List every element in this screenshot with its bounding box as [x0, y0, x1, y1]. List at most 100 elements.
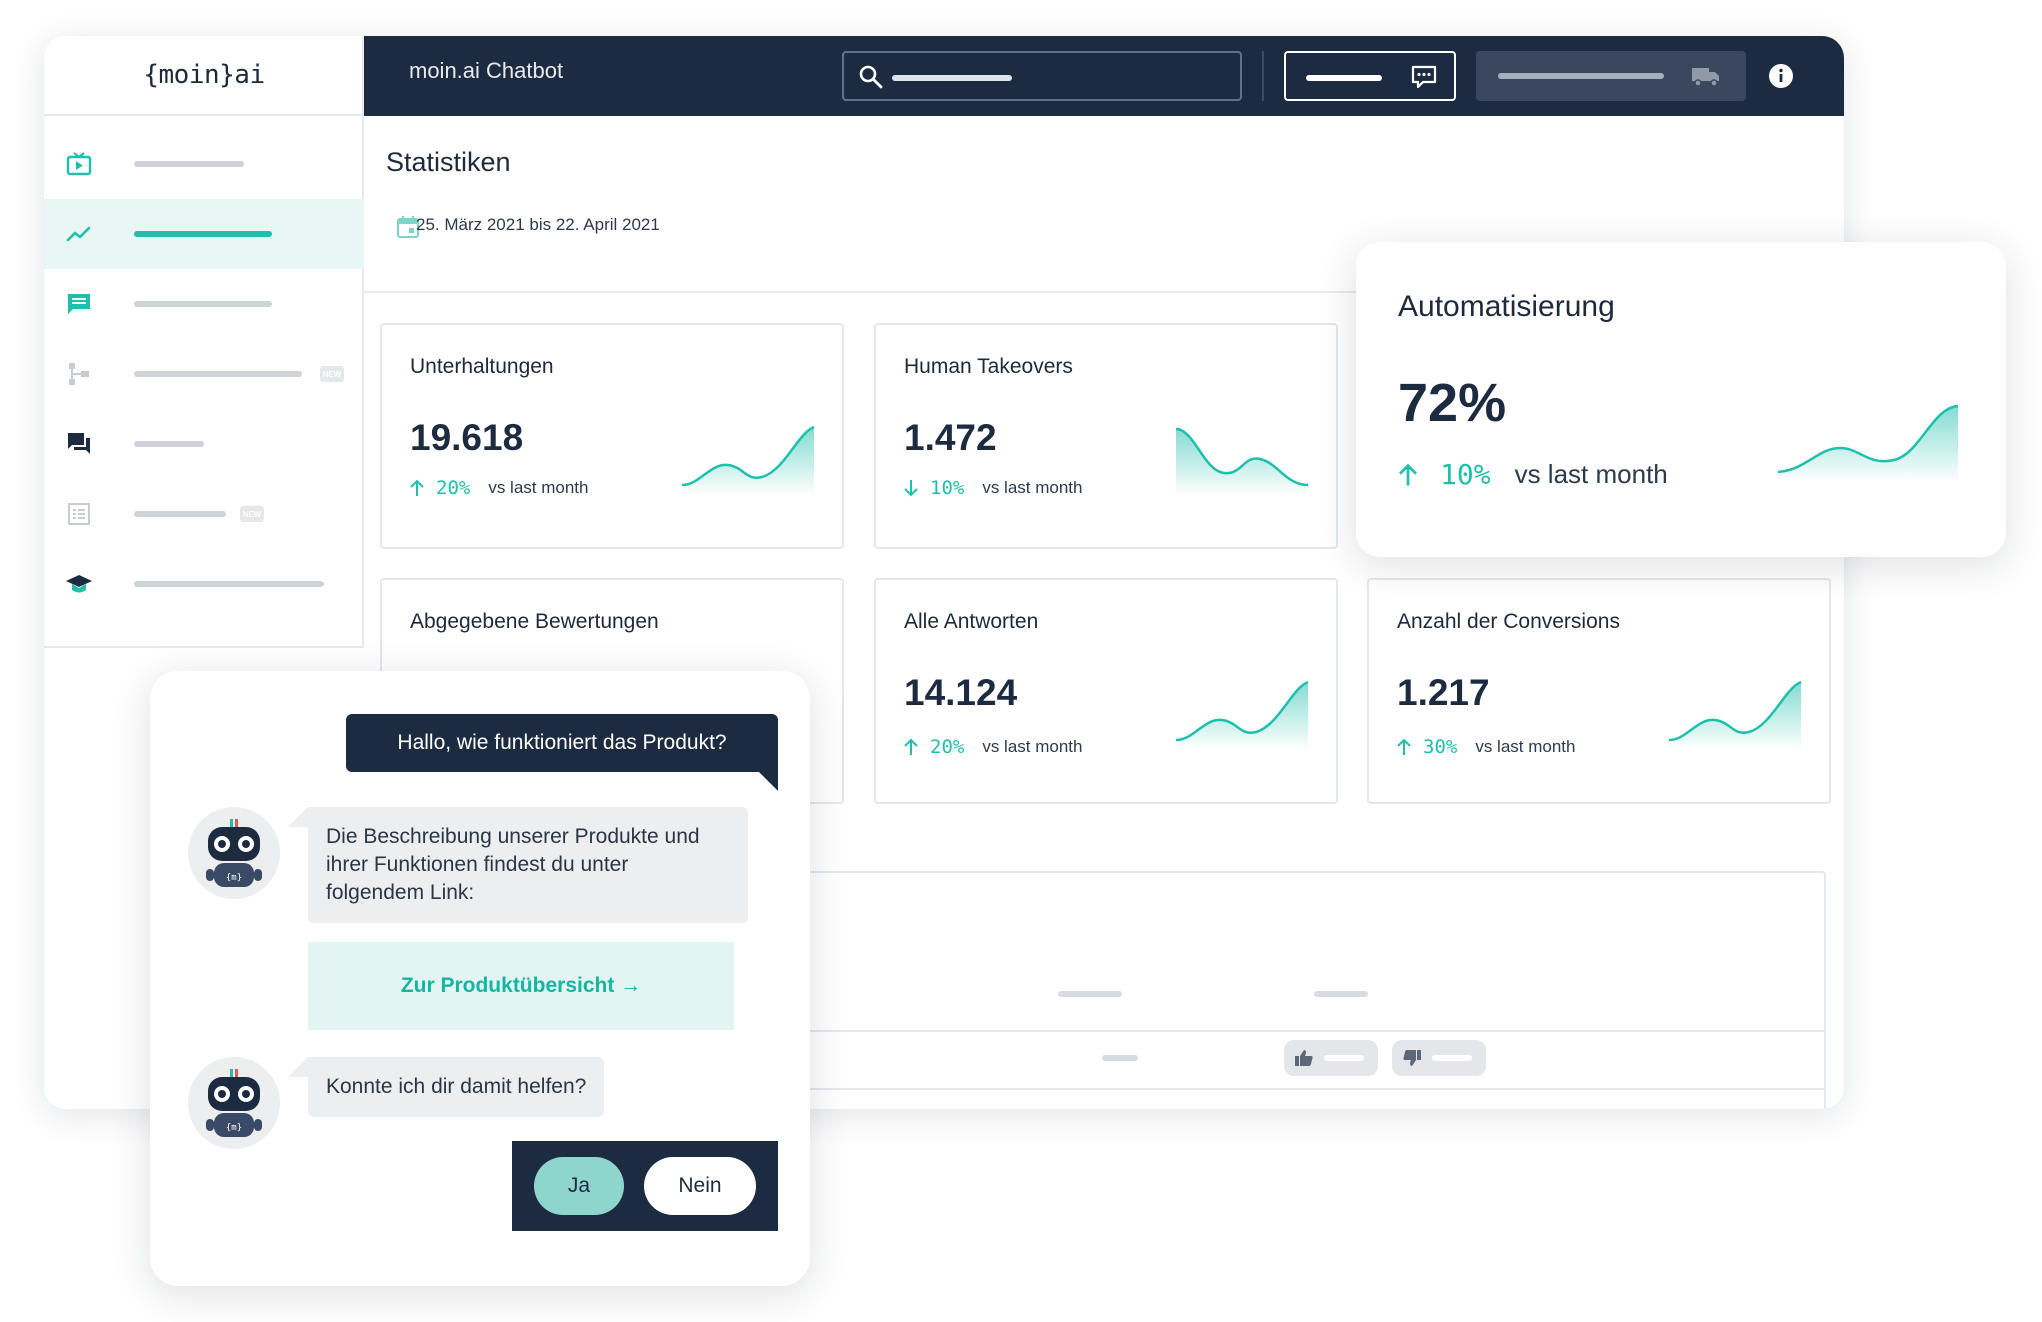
product-overview-link[interactable]: Zur Produktübersicht →: [308, 942, 734, 1030]
sidebar-item-label: [134, 441, 204, 447]
sidebar-item-statistics[interactable]: [44, 199, 364, 269]
arrow-up-icon: [410, 479, 424, 496]
sparkline-chart: [681, 425, 815, 495]
delta-percent: 10%: [1440, 458, 1491, 491]
card-delta: 30% vs last month: [1397, 736, 1575, 758]
card-title: Human Takeovers: [904, 355, 1073, 378]
robot-icon: {m}: [206, 819, 262, 887]
form-list-icon: [64, 499, 94, 529]
delta-percent: 20%: [436, 477, 471, 499]
sidebar-item-label: [134, 511, 226, 517]
column-header: [1314, 991, 1368, 997]
bot-message: Konnte ich dir damit helfen?: [308, 1057, 605, 1117]
tv-play-icon: [64, 149, 94, 179]
sparkline-chart: [1668, 680, 1802, 750]
logo-area[interactable]: {moin}ai: [44, 36, 364, 116]
trend-line-icon: [64, 219, 94, 249]
sparkline-chart: [1777, 404, 1959, 482]
arrow-up-icon: [904, 738, 918, 755]
robot-icon: {m}: [206, 1069, 262, 1137]
sidebar-item-label: [134, 231, 272, 237]
statistics-page: Statistiken 25. März 2021 bis 22. April …: [364, 116, 1844, 1109]
message-icon: [64, 289, 94, 319]
delivery-button[interactable]: [1476, 51, 1746, 101]
delivery-button-label: [1498, 73, 1664, 79]
sidebar-item-forms[interactable]: NEW: [44, 479, 364, 549]
automation-delta: 10% vs last month: [1398, 458, 1668, 491]
header-divider: [1262, 51, 1264, 101]
arrow-up-icon: [1399, 463, 1417, 486]
sidebar-item-flows[interactable]: NEW: [44, 339, 364, 409]
automation-title: Automatisierung: [1398, 290, 1615, 323]
thumbs-up-button[interactable]: [1284, 1040, 1378, 1076]
chat-button[interactable]: [1284, 51, 1456, 101]
new-badge: NEW: [320, 366, 344, 382]
quick-reply-panel: Ja Nein: [512, 1141, 778, 1231]
column-header: [1058, 991, 1122, 997]
avatar-label: {m}: [226, 873, 242, 883]
thumbs-down-button[interactable]: [1392, 1040, 1486, 1076]
bot-message: Die Beschreibung unserer Produkte und ih…: [308, 807, 748, 923]
sidebar-item-label: [134, 301, 272, 307]
bot-avatar: {m}: [188, 1057, 280, 1149]
stat-card-human-takeovers[interactable]: Human Takeovers 1.472 10% vs last month: [874, 323, 1338, 549]
sidebar-item-conversations[interactable]: [44, 409, 364, 479]
delta-label: vs last month: [1475, 737, 1576, 756]
sparkline-chart: [1175, 427, 1309, 495]
sidebar-item-label: [134, 371, 302, 377]
delta-percent: 10%: [930, 477, 965, 499]
card-delta: 10% vs last month: [904, 477, 1082, 499]
delta-percent: 20%: [930, 736, 965, 758]
search-placeholder: [892, 75, 1012, 81]
user-message: Hallo, wie funktioniert das Produkt?: [346, 714, 778, 772]
stat-card-conversations[interactable]: Unterhaltungen 19.618 20% vs last month: [380, 323, 844, 549]
ratings-table: [376, 871, 1826, 1109]
chat-button-label: [1306, 75, 1382, 81]
sidebar-item-video[interactable]: [44, 129, 364, 199]
stat-card-conversions[interactable]: Anzahl der Conversions 1.217 30% vs last…: [1367, 578, 1831, 804]
delta-label: vs last month: [488, 478, 589, 497]
yes-button[interactable]: Ja: [534, 1157, 624, 1215]
card-delta: 20% vs last month: [904, 736, 1082, 758]
bot-message-tail: [288, 807, 308, 827]
date-range[interactable]: 25. März 2021 bis 22. April 2021: [416, 215, 660, 234]
no-button[interactable]: Nein: [644, 1157, 756, 1215]
info-icon[interactable]: [1768, 63, 1794, 94]
content-divider: [364, 291, 1844, 293]
new-badge: NEW: [240, 506, 264, 522]
card-value: 19.618: [410, 417, 524, 458]
graduation-cap-icon: [64, 569, 94, 599]
card-title: Unterhaltungen: [410, 355, 554, 378]
app-title: moin.ai Chatbot: [409, 58, 564, 83]
row-divider: [378, 1088, 1824, 1090]
card-title: Abgegebene Bewertungen: [410, 610, 659, 633]
sidebar-panel: {moin}ai: [44, 36, 364, 648]
card-value: 14.124: [904, 672, 1018, 713]
sidebar-item-messages[interactable]: [44, 269, 364, 339]
bot-message-tail: [288, 1057, 308, 1077]
chat-widget: Hallo, wie funktioniert das Produkt? {m}…: [150, 671, 810, 1286]
chat-icon: [64, 429, 94, 459]
logo: {moin}ai: [143, 60, 265, 90]
user-message-tail: [758, 771, 778, 791]
delta-label: vs last month: [1514, 459, 1668, 489]
calendar-icon[interactable]: [395, 214, 421, 245]
search-input[interactable]: [842, 51, 1242, 101]
thumbs-down-icon: [1403, 1050, 1421, 1066]
arrow-down-icon: [904, 480, 918, 497]
card-title: Anzahl der Conversions: [1397, 610, 1620, 633]
sidebar-item-label: [134, 161, 244, 167]
sparkline-chart: [1175, 680, 1309, 750]
delta-label: vs last month: [982, 478, 1083, 497]
truck-icon: [1690, 63, 1722, 94]
automation-card[interactable]: Automatisierung 72% 10% vs last month: [1356, 242, 2006, 557]
card-value: 1.472: [904, 417, 997, 458]
thumbs-up-icon: [1295, 1050, 1313, 1066]
stat-card-all-answers[interactable]: Alle Antworten 14.124 20% vs last month: [874, 578, 1338, 804]
search-icon: [858, 64, 884, 95]
sidebar-item-academy[interactable]: [44, 549, 364, 619]
card-title: Alle Antworten: [904, 610, 1039, 633]
page-title: Statistiken: [386, 147, 511, 177]
card-delta: 20% vs last month: [410, 477, 588, 499]
bot-avatar: {m}: [188, 807, 280, 899]
